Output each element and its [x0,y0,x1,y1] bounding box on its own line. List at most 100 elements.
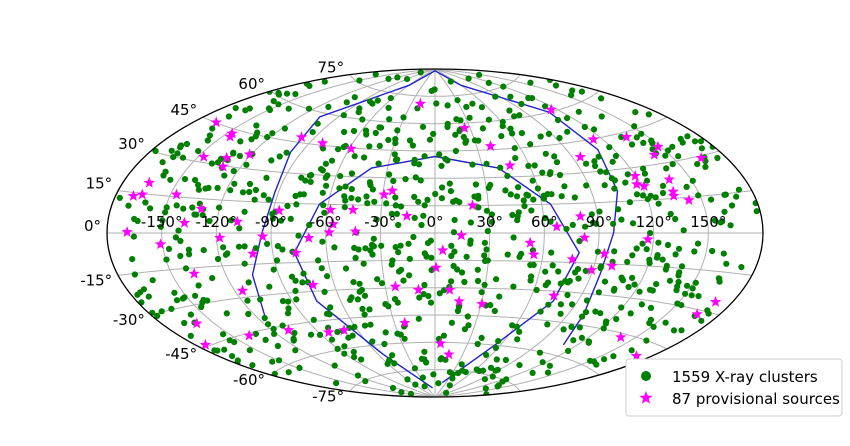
legend: 1559 X-ray clusters 87 provisional sourc… [625,358,843,417]
cluster-point [527,277,534,284]
cluster-point [561,183,568,190]
cluster-point [236,225,243,232]
cluster-point [568,323,575,330]
cluster-point [316,331,324,338]
cluster-point [262,336,269,343]
cluster-point [340,112,347,119]
source-point [136,188,148,200]
cluster-point [275,101,282,108]
cluster-point [536,349,544,356]
cluster-point [388,210,395,217]
cluster-point [479,125,486,132]
cluster-point [412,381,419,388]
cluster-point [692,279,699,286]
cluster-point [647,230,654,237]
cluster-point [492,344,499,351]
cluster-point [507,191,514,198]
cluster-point [350,279,357,286]
cluster-point [719,218,726,225]
cluster-point [508,322,516,329]
cluster-point [348,186,355,193]
cluster-point [525,162,532,169]
cluster-point [249,362,256,369]
cluster-point [680,227,687,234]
cluster-point [581,123,588,131]
cluster-point [602,320,610,327]
cluster-point [643,337,650,344]
cluster-point [638,301,645,308]
lon-tick-label: 120° [636,213,672,231]
cluster-point [229,353,236,360]
cluster-point [478,104,485,111]
source-point [349,225,362,237]
cluster-point [487,364,495,371]
cluster-point [548,249,555,256]
cluster-point [598,263,605,270]
cluster-point [116,194,123,201]
cluster-point [659,256,666,263]
cluster-point [624,258,631,265]
cluster-point [292,277,299,284]
cluster-point [596,208,603,215]
lon-tick-label: -90° [255,213,287,231]
cluster-point [173,297,181,304]
cluster-point [653,254,661,261]
source-point [303,231,315,243]
cluster-point [175,227,182,234]
cluster-point [410,233,417,241]
cluster-point [491,307,498,315]
source-point [585,264,598,275]
source-point [476,297,488,309]
cluster-point [248,136,255,143]
cluster-point [331,244,338,251]
cluster-point [689,285,696,292]
source-point [574,210,587,222]
source-point [170,188,183,200]
cluster-point [340,144,347,151]
cluster-point [125,202,132,209]
cluster-point [502,356,509,364]
cluster-point [278,217,285,224]
cluster-point [646,286,654,293]
cluster-point [208,160,215,167]
cluster-point [394,156,401,163]
cluster-point [542,150,549,157]
cluster-point [546,362,554,369]
cluster-point [334,345,341,352]
cluster-point [582,223,589,230]
cluster-point [498,133,505,140]
cluster-point [698,317,705,324]
cluster-point [265,321,272,328]
cluster-point [613,316,620,323]
cluster-point [137,289,144,296]
source-point [338,324,350,336]
cluster-point [564,291,571,299]
cluster-point [609,158,616,165]
cluster-point [407,390,415,397]
cluster-point [466,114,473,121]
cluster-point [624,171,631,178]
cluster-point [521,203,528,210]
cluster-point [516,362,523,369]
cluster-point [510,234,517,241]
cluster-point [516,328,523,335]
boundary-curve [293,155,581,389]
cluster-point [461,326,468,333]
cluster-point [397,203,405,210]
cluster-point [575,108,582,115]
cluster-point [629,274,636,281]
cluster-point [454,307,461,315]
cluster-point [177,237,184,245]
parallel-line [270,341,600,376]
legend-source-marker [639,391,653,404]
cluster-point [361,311,368,318]
cluster-point [502,187,509,194]
cluster-point [418,221,425,229]
cluster-point [627,310,634,317]
cluster-point [643,177,651,184]
source-point [667,185,679,197]
cluster-point [394,330,401,337]
cluster-point [672,251,679,258]
lat-tick-label: 0° [84,217,101,235]
cluster-point [529,369,536,376]
